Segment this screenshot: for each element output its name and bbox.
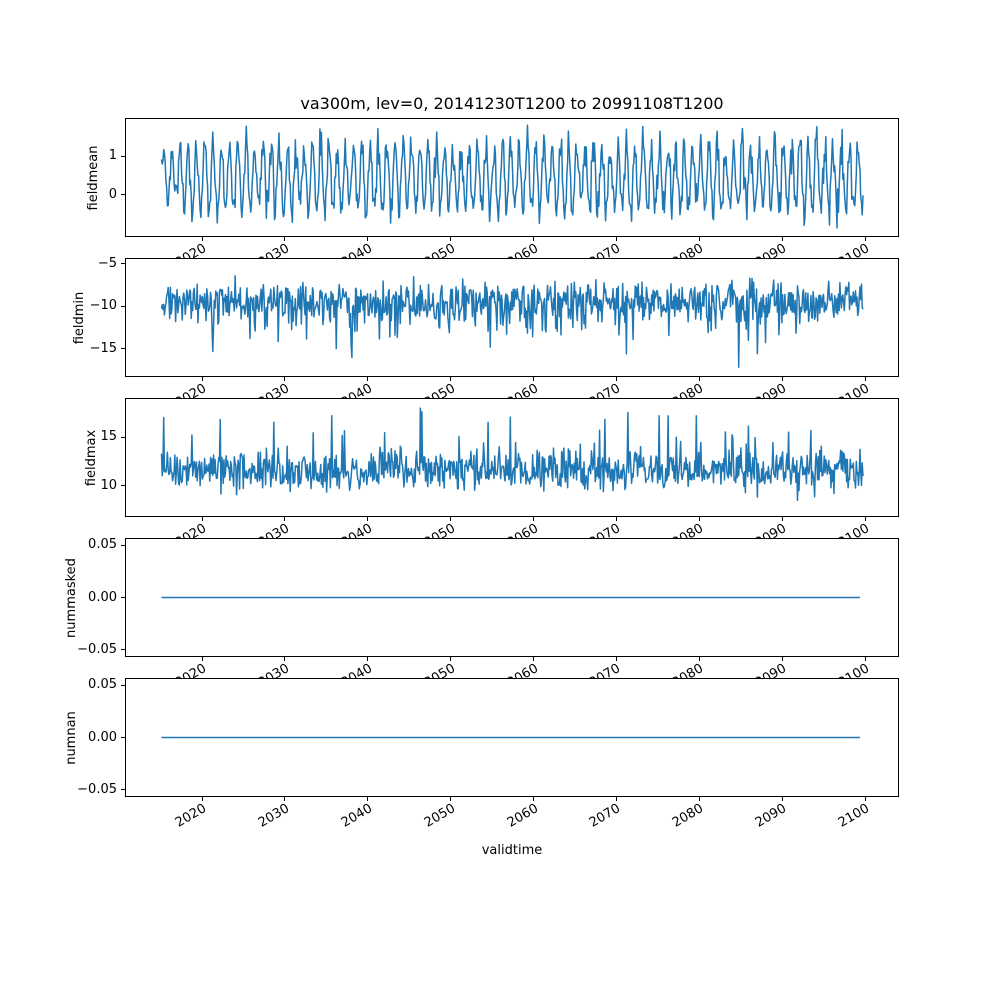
x-tick-mark: [698, 797, 700, 801]
x-tick-label: 2040: [338, 801, 375, 831]
x-tick-mark: [864, 797, 866, 801]
x-tick-mark: [698, 657, 700, 661]
fieldmean-line-chart: [160, 124, 864, 229]
x-tick-mark: [201, 657, 203, 661]
y-tick-mark: [121, 789, 125, 791]
x-tick-mark: [450, 517, 452, 521]
x-tick-mark: [781, 657, 783, 661]
y-tick-mark: [121, 305, 125, 307]
x-tick-mark: [615, 377, 617, 381]
y-tick-label: −0.05: [77, 641, 117, 657]
subplot-fieldmean: [125, 118, 899, 237]
subplot-numnan: [125, 678, 899, 797]
x-tick-mark: [201, 377, 203, 381]
x-tick-mark: [367, 237, 369, 241]
y-tick-label: 1: [108, 148, 117, 164]
y-tick-label: −15: [89, 340, 117, 356]
x-tick-label: 2060: [504, 801, 541, 831]
y-tick-label: −10: [89, 298, 117, 314]
x-tick-mark: [533, 797, 535, 801]
x-tick-mark: [201, 237, 203, 241]
x-tick-label: 2090: [752, 801, 790, 831]
x-tick-mark: [781, 797, 783, 801]
y-tick-label: 10: [100, 477, 117, 493]
x-tick-mark: [698, 237, 700, 241]
figure-title: va300m, lev=0, 20141230T1200 to 20991108…: [300, 94, 724, 113]
y-tick-mark: [121, 348, 125, 350]
y-axis-label-fieldmax: fieldmax: [84, 429, 99, 486]
x-tick-mark: [615, 657, 617, 661]
subplot-fieldmin: [125, 258, 899, 377]
x-tick-mark: [367, 657, 369, 661]
x-tick-mark: [284, 237, 286, 241]
y-tick-mark: [121, 485, 125, 487]
x-tick-label: 2050: [421, 801, 458, 831]
y-tick-label: 0.05: [88, 677, 117, 693]
x-tick-mark: [450, 237, 452, 241]
y-tick-mark: [121, 597, 125, 598]
x-tick-mark: [781, 517, 783, 521]
y-tick-mark: [121, 263, 125, 265]
y-tick-label: 0: [108, 186, 117, 202]
x-tick-mark: [284, 797, 286, 801]
x-tick-mark: [201, 517, 203, 521]
fieldmin-line-chart: [160, 275, 864, 368]
x-tick-mark: [615, 797, 617, 801]
x-tick-mark: [367, 797, 369, 801]
x-tick-mark: [781, 237, 783, 241]
x-tick-mark: [533, 657, 535, 661]
x-tick-mark: [284, 517, 286, 521]
x-axis-label: validtime: [481, 843, 543, 858]
x-tick-label: 2080: [670, 801, 707, 831]
y-tick-label: 0.00: [88, 729, 117, 745]
x-tick-mark: [864, 517, 866, 521]
x-tick-mark: [284, 657, 286, 661]
y-tick-label: 0.00: [88, 589, 117, 605]
x-tick-mark: [864, 237, 866, 241]
y-tick-label: −5: [97, 255, 117, 271]
y-tick-mark: [121, 155, 125, 157]
subplot-nummasked: [125, 538, 899, 657]
x-tick-label: 2030: [255, 801, 292, 831]
x-tick-label: 2070: [587, 801, 624, 831]
x-tick-mark: [450, 797, 452, 801]
y-tick-label: 15: [100, 429, 117, 445]
fieldmax-line-chart: [160, 407, 864, 502]
fieldmean-series-line: [160, 124, 864, 229]
x-tick-mark: [367, 377, 369, 381]
fieldmin-series-line: [160, 275, 864, 368]
x-tick-mark: [864, 657, 866, 661]
fieldmax-series-line: [160, 407, 864, 502]
x-tick-mark: [698, 377, 700, 381]
y-tick-label: 0.05: [88, 537, 117, 553]
x-tick-mark: [450, 377, 452, 381]
x-tick-mark: [533, 517, 535, 521]
x-tick-mark: [533, 377, 535, 381]
y-tick-mark: [121, 436, 125, 438]
y-tick-mark: [121, 194, 125, 196]
x-tick-mark: [284, 377, 286, 381]
x-tick-mark: [533, 237, 535, 241]
y-tick-mark: [121, 649, 125, 651]
x-tick-mark: [367, 517, 369, 521]
y-tick-mark: [121, 737, 125, 738]
y-tick-mark: [121, 684, 125, 686]
x-tick-label: 2020: [172, 801, 210, 831]
y-axis-label-fieldmean: fieldmean: [86, 145, 101, 210]
x-tick-label: 2100: [835, 801, 873, 831]
x-tick-mark: [201, 797, 203, 801]
x-tick-mark: [864, 377, 866, 381]
x-tick-mark: [698, 517, 700, 521]
x-tick-mark: [615, 517, 617, 521]
y-tick-mark: [121, 544, 125, 546]
x-tick-mark: [615, 237, 617, 241]
y-tick-label: −0.05: [77, 781, 117, 797]
subplot-fieldmax: [125, 398, 899, 517]
numnan-line-chart: [161, 736, 860, 739]
x-tick-mark: [450, 657, 452, 661]
x-tick-mark: [781, 377, 783, 381]
nummasked-line-chart: [161, 596, 860, 599]
